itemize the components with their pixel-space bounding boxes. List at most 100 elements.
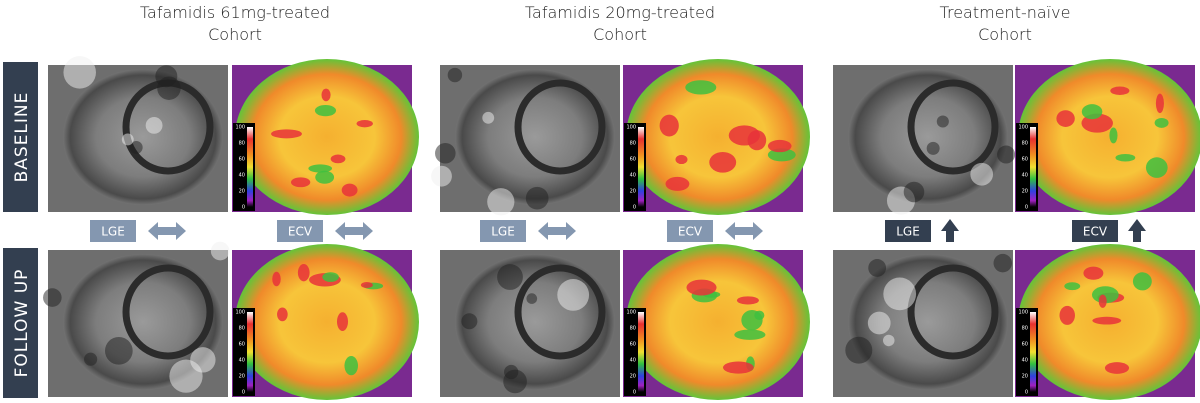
titles: Tafamidis 61mg-treated Cohort Tafamidis … xyxy=(140,3,1071,44)
blob xyxy=(322,272,339,282)
blob xyxy=(722,361,754,374)
colorbar-tick: 100 xyxy=(626,125,636,131)
blob xyxy=(1115,153,1136,162)
colorbar-tick: 20 xyxy=(1022,374,1028,380)
colorbar-tick: 80 xyxy=(630,326,636,332)
texture xyxy=(557,279,590,311)
blob xyxy=(1059,305,1075,325)
texture xyxy=(525,186,549,210)
texture xyxy=(526,293,538,304)
blob xyxy=(330,154,346,164)
texture xyxy=(431,165,452,187)
colorbar-tick: 20 xyxy=(630,374,636,380)
heart xyxy=(1018,59,1200,215)
change-tag-label: ECV xyxy=(678,225,703,239)
heart xyxy=(626,59,810,215)
colorbar-tick: 0 xyxy=(633,205,636,211)
texture xyxy=(145,116,163,134)
row-label-box xyxy=(3,248,38,398)
row-labels: BASELINE FOLLOW UP xyxy=(3,62,38,398)
heart xyxy=(235,244,419,400)
colorbar-tick: 40 xyxy=(630,358,636,364)
texture xyxy=(993,253,1012,273)
ecv-image: 100 80 60 40 20 0 xyxy=(232,244,419,400)
heart xyxy=(235,59,419,215)
blob xyxy=(665,176,690,191)
lge-image xyxy=(440,250,620,397)
blob xyxy=(1091,286,1119,304)
blob xyxy=(1110,86,1130,96)
blob xyxy=(709,151,737,173)
colorbar-tick: 60 xyxy=(1022,342,1028,348)
column-title: Cohort xyxy=(593,25,647,44)
colorbar-tick: 80 xyxy=(239,326,245,332)
blob xyxy=(754,310,765,321)
change-tag-label: ECV xyxy=(1083,225,1108,239)
blob xyxy=(736,296,759,305)
colorbar xyxy=(638,312,644,392)
ventricle xyxy=(907,264,999,360)
blob xyxy=(1132,272,1152,291)
colorbar-tick: 40 xyxy=(239,358,245,364)
texture xyxy=(190,347,216,373)
colorbar-tick: 0 xyxy=(242,205,245,211)
texture xyxy=(104,336,133,365)
texture xyxy=(461,313,478,330)
colorbar-tick: 80 xyxy=(239,141,245,147)
texture xyxy=(84,352,98,366)
blob xyxy=(1098,294,1107,308)
change-tag-label: LGE xyxy=(101,225,125,239)
colorbar-tick: 80 xyxy=(630,141,636,147)
colorbar-tick: 0 xyxy=(1025,205,1028,211)
texture xyxy=(867,311,891,335)
colorbar xyxy=(247,312,253,392)
texture xyxy=(903,181,925,203)
texture xyxy=(129,141,143,154)
double-arrow xyxy=(335,222,373,240)
colorbar-tick: 40 xyxy=(239,173,245,179)
blob xyxy=(1081,104,1103,120)
colorbar-tick: 100 xyxy=(626,310,636,316)
blob xyxy=(321,88,331,102)
blob xyxy=(315,170,335,184)
colorbar-tick: 40 xyxy=(1022,173,1028,179)
colorbar-tick: 100 xyxy=(1018,125,1028,131)
blob xyxy=(1109,127,1118,144)
colorbar-tick: 0 xyxy=(242,390,245,396)
blob xyxy=(290,177,311,188)
texture xyxy=(926,141,940,155)
ventricle xyxy=(122,264,214,360)
texture xyxy=(487,188,515,216)
blob xyxy=(659,114,679,137)
column-title: Cohort xyxy=(978,25,1032,44)
texture xyxy=(936,115,949,128)
colorbar xyxy=(638,127,644,207)
change-tag xyxy=(90,220,136,242)
colorbar-tick: 20 xyxy=(630,189,636,195)
blob xyxy=(308,164,333,173)
column-title: Tafamidis 20mg-treated xyxy=(525,3,715,22)
change-tag-label: LGE xyxy=(896,225,920,239)
texture xyxy=(970,162,994,186)
blob xyxy=(356,120,373,128)
colorbar-tick: 0 xyxy=(633,390,636,396)
colorbar-tick: 20 xyxy=(1022,189,1028,195)
blob xyxy=(272,271,281,287)
colorbar-tick: 40 xyxy=(1022,358,1028,364)
blob xyxy=(297,264,310,282)
colorbar xyxy=(1030,312,1036,392)
ventricle xyxy=(514,264,606,360)
double-arrow xyxy=(148,222,186,240)
colorbar-tick: 60 xyxy=(239,157,245,163)
lge-image xyxy=(833,65,1016,215)
change-tag xyxy=(667,220,713,242)
blob xyxy=(271,129,302,139)
blob xyxy=(686,279,717,296)
blob xyxy=(734,329,766,340)
up-arrow xyxy=(1128,219,1146,242)
blob xyxy=(277,307,288,322)
blob xyxy=(1056,110,1075,127)
colorbar xyxy=(1030,127,1036,207)
blob xyxy=(344,356,358,376)
